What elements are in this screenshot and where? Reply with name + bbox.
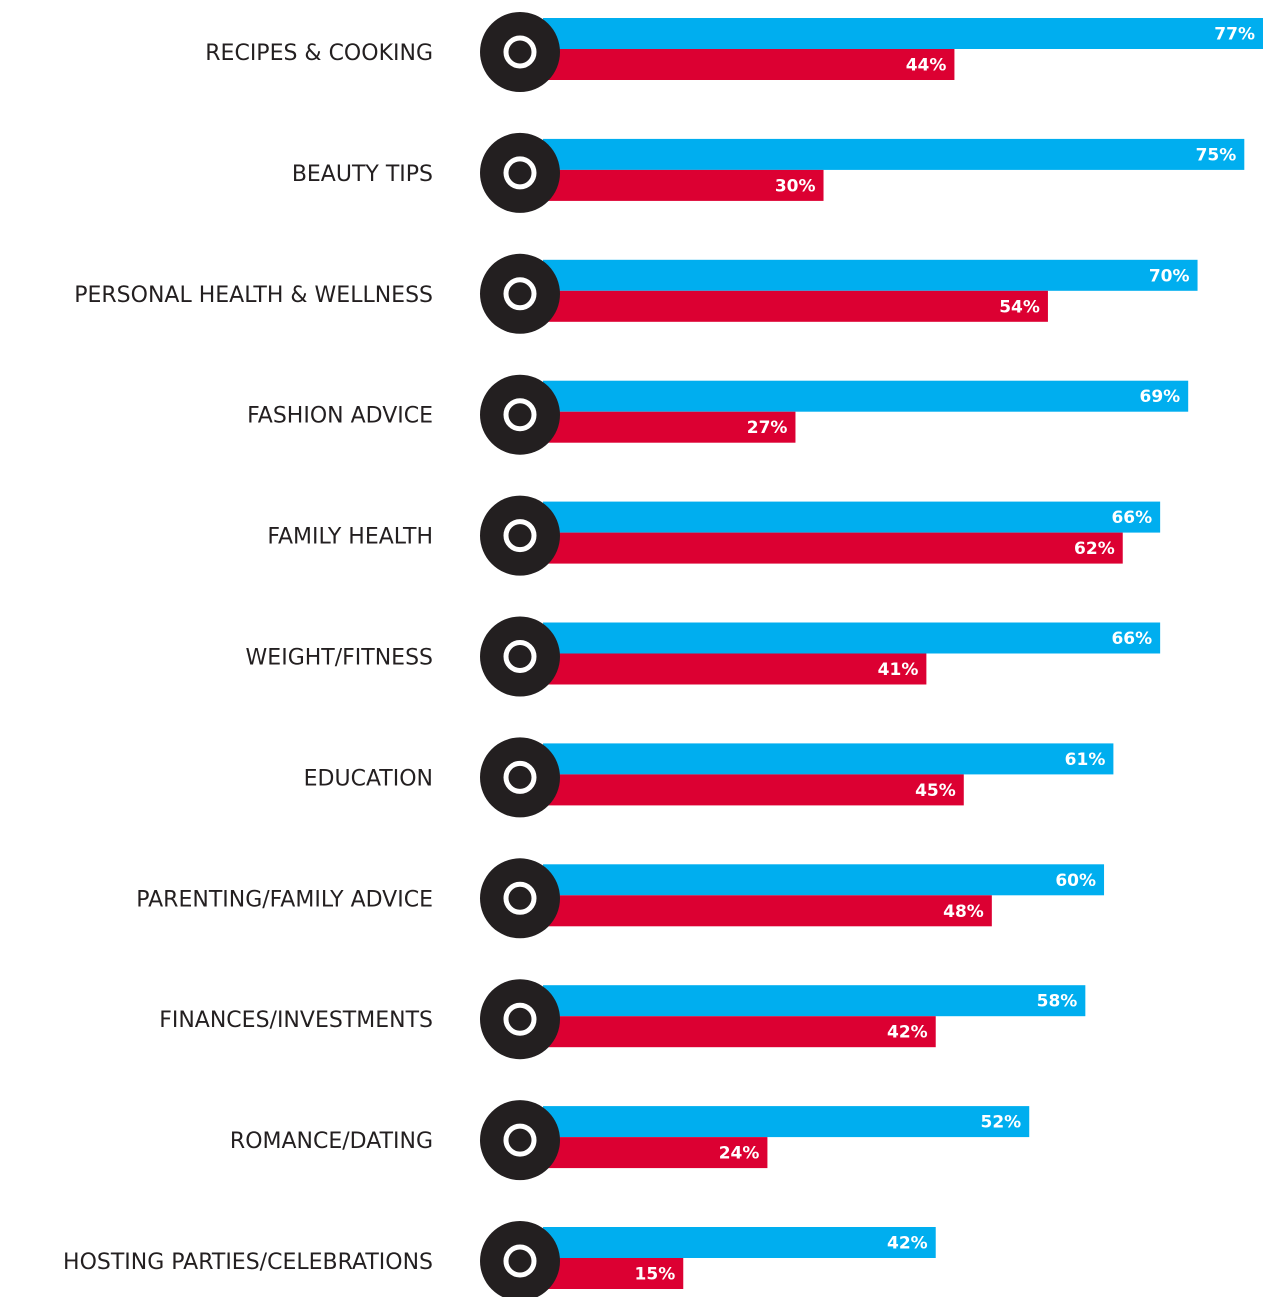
category-label: WEIGHT/FITNESS xyxy=(246,646,433,671)
bar xyxy=(543,138,1245,170)
bar xyxy=(543,532,1123,564)
bar xyxy=(543,18,1263,49)
bar xyxy=(543,1137,768,1169)
value-label: 60% xyxy=(1055,871,1096,891)
bar xyxy=(543,1016,936,1048)
bar xyxy=(543,1227,936,1258)
bar xyxy=(543,743,1114,775)
category-label: PARENTING/FAMILY ADVICE xyxy=(136,887,433,912)
category-label: RECIPES & COOKING xyxy=(205,41,433,66)
bar xyxy=(543,1258,684,1289)
icon-circle xyxy=(480,253,560,334)
icon-glyph xyxy=(503,881,537,915)
bar xyxy=(543,622,1161,654)
value-label: 70% xyxy=(1149,266,1190,286)
icon-glyph xyxy=(503,640,537,673)
bar xyxy=(543,169,824,201)
bar xyxy=(543,864,1105,896)
value-label: 61% xyxy=(1065,750,1106,770)
value-label: 44% xyxy=(906,56,947,76)
icon-circle xyxy=(480,616,560,697)
icon-glyph xyxy=(503,156,537,190)
bar xyxy=(543,774,964,806)
value-label: 27% xyxy=(747,418,788,438)
icon-circle xyxy=(480,1221,560,1297)
value-label: 42% xyxy=(887,1234,928,1254)
icon-circle xyxy=(480,858,560,939)
value-label: 58% xyxy=(1037,992,1078,1012)
category-label: ROMANCE/DATING xyxy=(230,1129,433,1154)
value-label: 48% xyxy=(943,902,984,922)
icon-circle xyxy=(480,132,560,213)
value-label: 75% xyxy=(1196,145,1237,165)
value-label: 54% xyxy=(999,297,1040,317)
value-label: 52% xyxy=(981,1113,1022,1133)
icon-glyph xyxy=(503,398,537,432)
icon-glyph xyxy=(503,277,537,311)
value-label: 77% xyxy=(1214,25,1255,45)
icon-circle xyxy=(480,374,560,455)
icon-circle xyxy=(480,1100,560,1181)
icon-circle xyxy=(480,495,560,576)
value-label: 62% xyxy=(1074,539,1115,559)
value-label: 66% xyxy=(1111,508,1152,528)
bar xyxy=(543,380,1189,412)
icon-circle xyxy=(480,979,560,1060)
bar xyxy=(543,259,1198,291)
value-label: 24% xyxy=(719,1144,760,1164)
bar xyxy=(543,411,796,443)
value-label: 41% xyxy=(878,660,919,680)
icon-glyph xyxy=(503,35,537,69)
value-label: 30% xyxy=(775,176,816,196)
category-label: FINANCES/INVESTMENTS xyxy=(159,1008,433,1033)
bar xyxy=(543,1106,1030,1138)
bar xyxy=(543,895,992,927)
icon-glyph xyxy=(503,1123,537,1157)
bar xyxy=(543,290,1048,322)
icon-glyph xyxy=(503,1244,537,1278)
icon-glyph xyxy=(503,760,537,794)
icon-circle xyxy=(480,12,560,92)
category-label: BEAUTY TIPS xyxy=(292,162,433,187)
bar xyxy=(543,985,1086,1017)
bar xyxy=(543,501,1161,533)
category-label: HOSTING PARTIES/CELEBRATIONS xyxy=(63,1250,433,1275)
bar xyxy=(543,653,927,685)
category-label: PERSONAL HEALTH & WELLNESS xyxy=(74,283,433,308)
icon-glyph xyxy=(503,1002,537,1036)
value-label: 42% xyxy=(887,1023,928,1043)
category-label: EDUCATION xyxy=(304,766,433,791)
value-label: 15% xyxy=(635,1265,676,1285)
category-label: FAMILY HEALTH xyxy=(267,525,433,550)
value-label: 66% xyxy=(1111,629,1152,649)
icon-glyph xyxy=(503,519,537,553)
value-label: 69% xyxy=(1139,387,1180,407)
category-label: FASHION ADVICE xyxy=(247,404,433,429)
bar xyxy=(543,49,955,80)
icon-circle xyxy=(480,737,560,818)
value-label: 45% xyxy=(915,781,956,801)
